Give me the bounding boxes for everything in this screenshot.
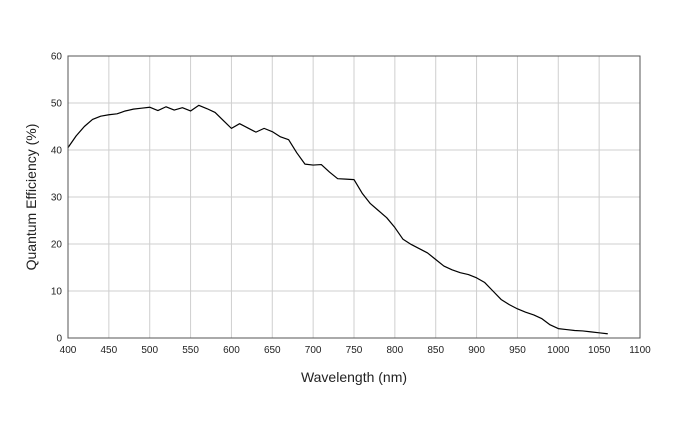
x-tick-label: 1100 xyxy=(629,345,651,356)
x-tick-label: 1050 xyxy=(588,345,611,356)
plot-frame-rect xyxy=(67,55,641,339)
x-tick-label: 900 xyxy=(468,345,485,356)
tick-labels: 400 450 500 550 600 650 700 750 800 850 900 950 1000… xyxy=(51,52,651,357)
x-tick-label: 950 xyxy=(509,345,526,356)
y-tick-label: 40 xyxy=(51,146,63,157)
y-axis-title: Quantum Efficiency (%) xyxy=(23,124,39,271)
y-tick-label: 60 xyxy=(51,52,63,63)
x-tick-label: 600 xyxy=(223,345,240,356)
x-tick-label: 1000 xyxy=(547,345,570,356)
x-tick-label: 650 xyxy=(264,345,281,356)
y-tick-label: 30 xyxy=(51,193,63,204)
x-axis-title: Wavelength (nm) xyxy=(301,369,407,385)
x-tick-label: 550 xyxy=(182,345,199,356)
y-tick-label: 20 xyxy=(51,240,63,251)
x-tick-label: 700 xyxy=(305,345,322,356)
series-layer xyxy=(67,104,608,335)
x-tick-label: 500 xyxy=(141,345,158,356)
plot-frame xyxy=(67,55,641,339)
qe-series-line xyxy=(67,104,608,335)
x-tick-label: 800 xyxy=(387,345,404,356)
y-tick-label: 0 xyxy=(56,334,62,345)
x-tick-label: 400 xyxy=(60,345,77,356)
x-tick-label: 450 xyxy=(101,345,118,356)
y-tick-label: 50 xyxy=(51,99,63,110)
grid-lines xyxy=(68,56,640,338)
x-tick-label: 850 xyxy=(427,345,444,356)
y-tick-label: 10 xyxy=(51,287,63,298)
x-tick-label: 750 xyxy=(346,345,363,356)
